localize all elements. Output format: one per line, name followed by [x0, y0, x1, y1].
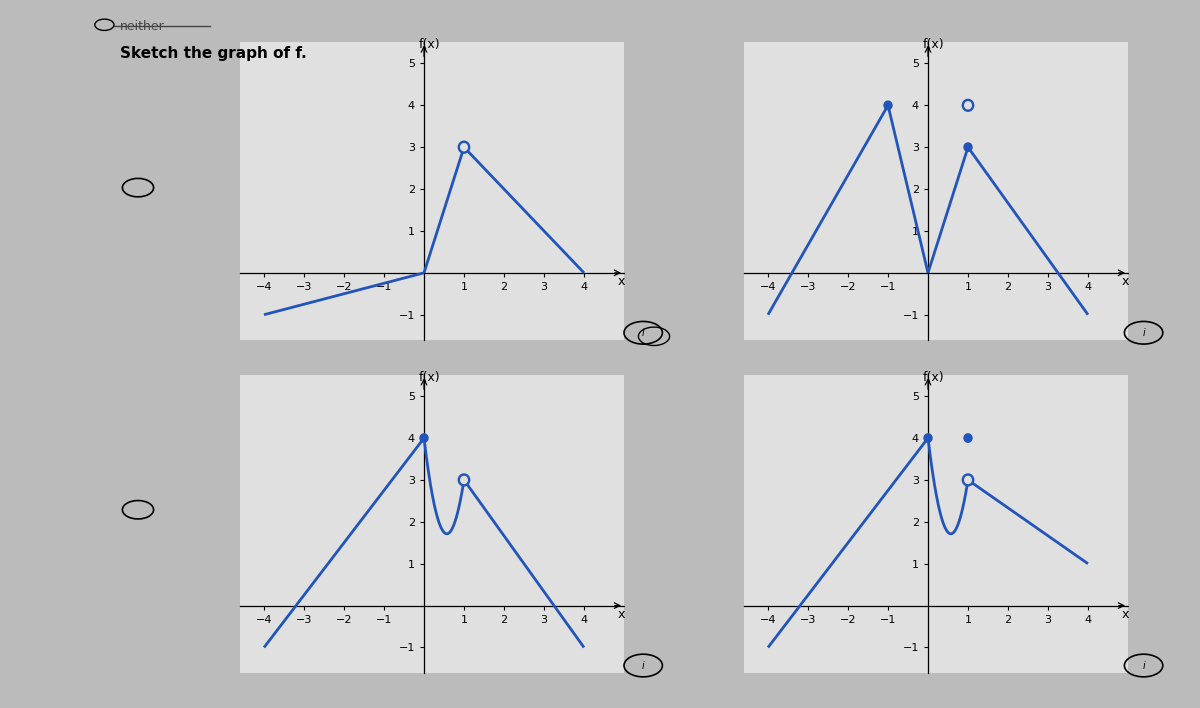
- Circle shape: [420, 434, 428, 442]
- Text: i: i: [642, 328, 644, 338]
- Text: f(x): f(x): [419, 38, 440, 51]
- Circle shape: [924, 434, 932, 442]
- Circle shape: [458, 142, 469, 153]
- Circle shape: [884, 101, 892, 110]
- Circle shape: [458, 474, 469, 486]
- Circle shape: [964, 143, 972, 152]
- Circle shape: [962, 100, 973, 110]
- Text: f(x): f(x): [923, 38, 944, 51]
- Text: f(x): f(x): [419, 370, 440, 384]
- Circle shape: [962, 474, 973, 486]
- Text: x: x: [618, 275, 625, 288]
- Text: f(x): f(x): [923, 370, 944, 384]
- Text: i: i: [1142, 328, 1145, 338]
- Text: i: i: [642, 661, 644, 670]
- Text: i: i: [1142, 661, 1145, 670]
- Text: x: x: [1122, 275, 1129, 288]
- Text: x: x: [1122, 607, 1129, 621]
- Text: x: x: [618, 607, 625, 621]
- Circle shape: [964, 434, 972, 442]
- Text: neither: neither: [120, 20, 164, 33]
- Text: Sketch the graph of f.: Sketch the graph of f.: [120, 46, 307, 61]
